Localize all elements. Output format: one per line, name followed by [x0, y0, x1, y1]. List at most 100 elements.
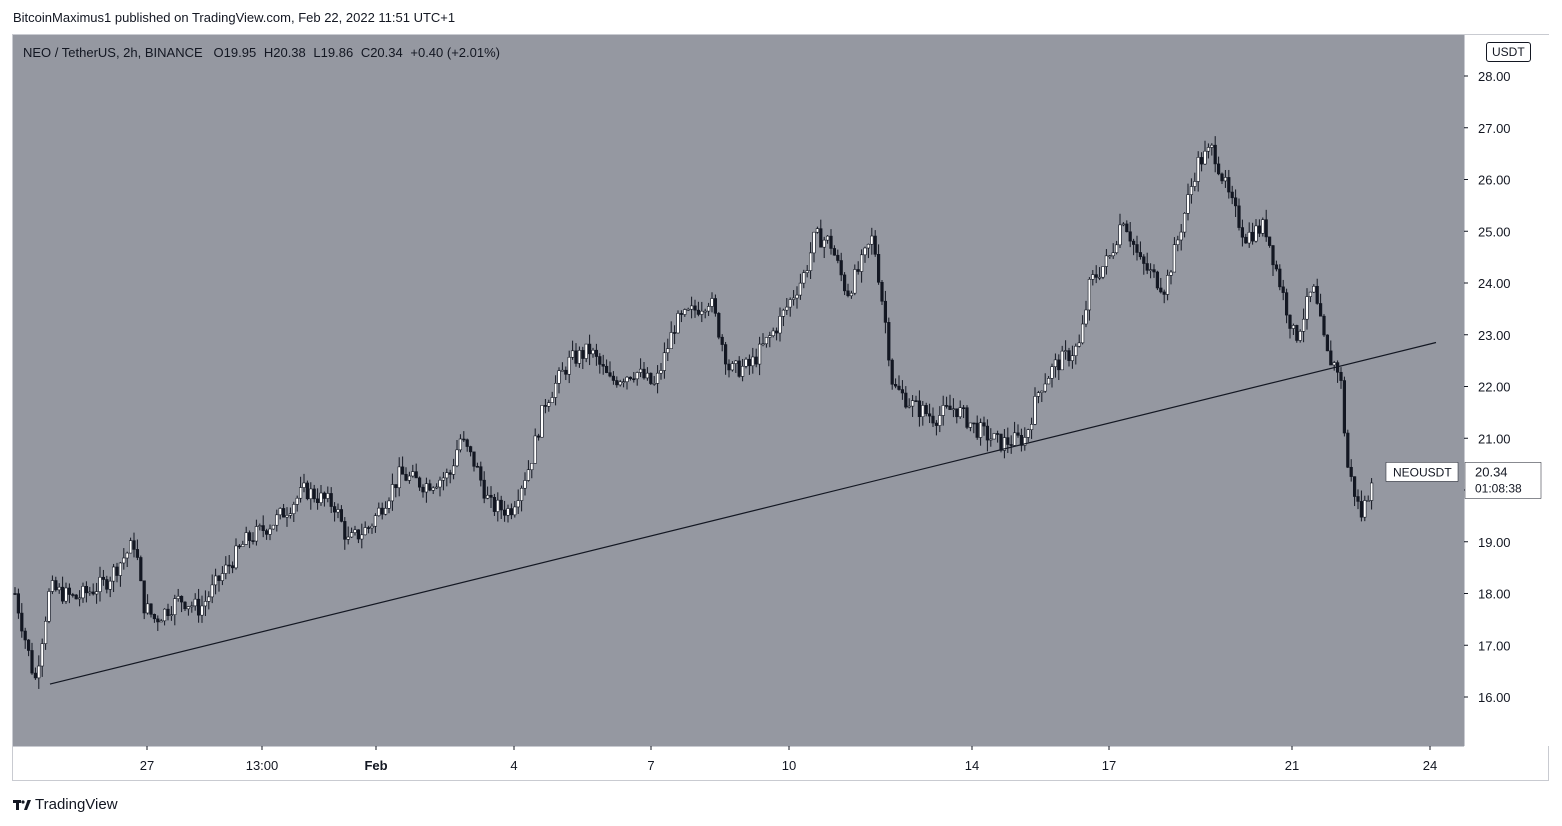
candle-up	[519, 487, 524, 501]
candle-up	[907, 405, 911, 408]
candle-up	[706, 306, 711, 312]
candle-up	[1247, 231, 1251, 244]
candle-up	[268, 528, 272, 535]
candle-up	[496, 499, 500, 512]
candle-up	[81, 585, 85, 599]
candle-up	[591, 349, 595, 355]
legend-low-value: 19.86	[320, 45, 354, 60]
candle-up	[241, 544, 245, 547]
candle-down	[1230, 191, 1234, 199]
candle-up	[815, 228, 819, 233]
support-trendline	[49, 341, 1437, 685]
candle-down	[312, 488, 316, 500]
candle-down	[1125, 223, 1129, 233]
candle-down	[842, 274, 847, 292]
candle-down	[846, 290, 850, 297]
candle-down	[71, 594, 75, 596]
candle-down	[999, 433, 1003, 451]
footer-brand[interactable]: TradingView	[13, 796, 118, 813]
candle-down	[180, 595, 184, 603]
candle-up	[285, 515, 289, 518]
candle-up	[295, 497, 299, 505]
candle-up	[176, 595, 180, 599]
time-axis[interactable]	[13, 746, 1464, 780]
candle-up	[798, 282, 802, 296]
candle-down	[115, 566, 119, 576]
candle-up	[1183, 213, 1187, 233]
candle-down	[1244, 236, 1248, 244]
candle-up	[1043, 383, 1047, 392]
x-tick-label: Feb	[364, 758, 387, 773]
candle-up	[513, 506, 517, 516]
candle-up	[618, 381, 622, 386]
plot-area[interactable]	[13, 35, 1464, 746]
candle-down	[873, 235, 877, 255]
candle-up	[47, 591, 51, 622]
candle-up	[853, 269, 857, 294]
candle-up	[968, 422, 972, 428]
candle-down	[1346, 432, 1350, 468]
candle-down	[414, 471, 418, 479]
price-axis[interactable]	[1464, 35, 1549, 746]
candle-up	[645, 372, 649, 379]
candle-up	[458, 438, 463, 451]
y-tick-label: 26.00	[1478, 173, 1511, 188]
candle-up	[390, 484, 395, 502]
x-tick-label: 14	[965, 758, 979, 773]
candle-down	[339, 509, 344, 522]
x-tick-label: 27	[140, 758, 154, 773]
candle-up	[870, 235, 874, 245]
candle-up	[1036, 392, 1040, 397]
candle-up	[1370, 482, 1374, 501]
candle-down	[717, 313, 721, 338]
candle-up	[336, 509, 340, 513]
candle-up	[1081, 323, 1085, 344]
y-tick-label: 22.00	[1478, 380, 1511, 395]
candle-up	[638, 368, 643, 373]
candle-down	[887, 322, 891, 361]
candle-up	[234, 545, 238, 569]
candle-down	[1359, 501, 1363, 518]
candle-down	[574, 350, 578, 364]
candle-down	[101, 576, 105, 580]
candle-up	[526, 469, 530, 481]
legend-symbol: NEO / TetherUS, 2h, BINANCE	[23, 45, 203, 60]
candle-down	[1094, 274, 1098, 278]
candle-up	[193, 598, 197, 607]
candle-down	[649, 372, 653, 384]
candle-down	[1067, 350, 1071, 361]
candle-up	[214, 575, 218, 586]
candle-up	[808, 252, 813, 271]
candle-up	[455, 449, 459, 467]
candle-up	[424, 483, 429, 493]
candle-up	[938, 415, 942, 426]
candle-down	[1237, 205, 1241, 228]
currency-badge[interactable]: USDT	[1486, 42, 1531, 62]
candle-down	[581, 350, 585, 359]
candle-up	[1186, 194, 1190, 214]
candle-down	[84, 585, 88, 594]
candle-down	[594, 349, 598, 357]
legend-change: +0.40 (+2.01%)	[410, 45, 500, 60]
candle-up	[547, 402, 551, 407]
candle-down	[1057, 359, 1061, 371]
candle-down	[611, 375, 615, 381]
candle-up	[655, 372, 660, 384]
candle-down	[890, 359, 894, 385]
candle-down	[1145, 263, 1149, 271]
candle-up	[958, 407, 962, 418]
candle-up	[584, 343, 588, 359]
candle-down	[1342, 380, 1346, 434]
y-tick-label: 28.00	[1478, 69, 1511, 84]
candle-down	[985, 425, 989, 441]
candle-up	[363, 527, 367, 536]
candle-down	[1325, 334, 1329, 352]
candle-down	[149, 603, 153, 615]
candle-down	[1339, 371, 1343, 381]
candle-up	[278, 508, 282, 516]
candle-down	[482, 479, 486, 499]
candle-down	[1006, 437, 1010, 445]
candle-down	[509, 508, 514, 516]
candle-up	[445, 472, 449, 479]
candle-up	[387, 500, 391, 509]
